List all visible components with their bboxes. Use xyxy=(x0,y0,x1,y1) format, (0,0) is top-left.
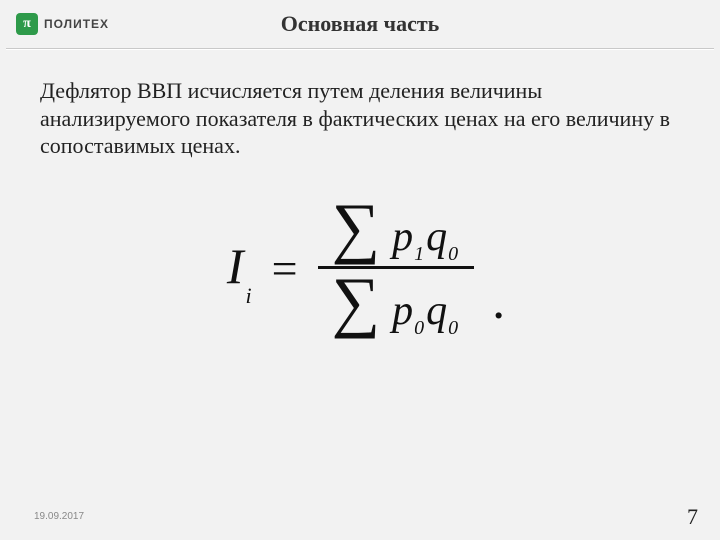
body: Дефлятор ВВП исчисляется путем деления в… xyxy=(0,49,720,337)
num-p-sub: 1 xyxy=(414,243,424,265)
num-q: q xyxy=(426,214,447,260)
formula-period: . xyxy=(492,272,505,331)
numerator: ∑ p1q0 xyxy=(318,200,474,263)
num-p: p xyxy=(392,214,413,260)
formula-lhs: Ii xyxy=(227,237,252,299)
den-term: p0q0 xyxy=(392,287,460,335)
den-q: q xyxy=(426,288,447,334)
sigma-icon: ∑ xyxy=(332,202,380,253)
num-term: p1q0 xyxy=(392,213,460,261)
lhs-sub: i xyxy=(246,283,252,308)
den-q-sub: 0 xyxy=(448,317,458,339)
lhs-var: I xyxy=(227,238,244,294)
den-p: p xyxy=(392,288,413,334)
formula: Ii = ∑ p1q0 ∑ p0q0 xyxy=(227,200,505,337)
denominator: ∑ p0q0 xyxy=(318,274,474,337)
slide-title: Основная часть xyxy=(0,11,720,37)
footer-date: 19.09.2017 xyxy=(34,511,84,522)
fraction: ∑ p1q0 ∑ p0q0 xyxy=(318,200,474,337)
slide: π ПОЛИТЕХ Основная часть Дефлятор ВВП ис… xyxy=(0,0,720,540)
equals-sign: = xyxy=(266,242,304,295)
num-q-sub: 0 xyxy=(448,243,458,265)
formula-container: Ii = ∑ p1q0 ∑ p0q0 xyxy=(40,200,692,337)
den-p-sub: 0 xyxy=(414,317,424,339)
page-number: 7 xyxy=(687,504,698,530)
paragraph: Дефлятор ВВП исчисляется путем деления в… xyxy=(40,77,692,160)
header: π ПОЛИТЕХ Основная часть xyxy=(0,0,720,48)
sigma-icon: ∑ xyxy=(332,276,380,327)
